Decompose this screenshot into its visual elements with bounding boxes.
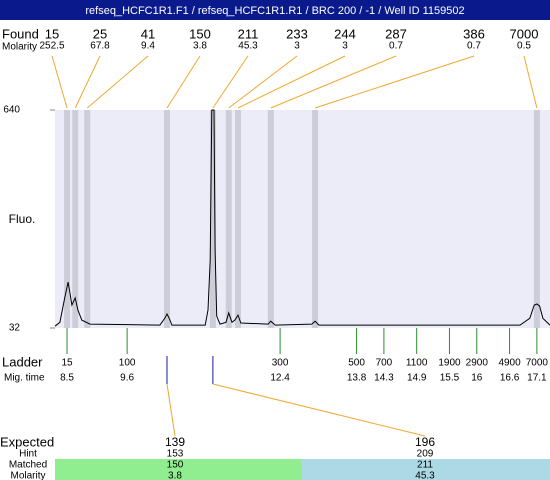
found-molarity: 45.3 [238, 41, 258, 52]
found-connector [228, 55, 298, 109]
ladder-time-label: Mig. time [4, 373, 45, 384]
header-title: refseq_HCFC1R1.F1 / refseq_HCFC1R1.R1 / … [85, 5, 464, 17]
ladder-time: 12.4 [270, 373, 290, 384]
ladder-time: 16 [471, 373, 483, 384]
expected-matched: 211 [417, 460, 433, 471]
hint-label: Hint [19, 449, 37, 460]
found-size: 386 [463, 26, 485, 41]
header-bar [0, 0, 550, 20]
ladder-size: 4900 [498, 358, 521, 369]
y-axis-label: Fluo. [9, 212, 36, 226]
matched-bar [55, 459, 302, 480]
found-size: 150 [189, 26, 211, 41]
found-band [64, 110, 71, 328]
y-tick-label: 32 [9, 323, 21, 334]
found-molarity: 252.5 [39, 41, 64, 52]
found-size: 41 [141, 26, 155, 41]
found-band [267, 110, 274, 328]
found-band [312, 110, 319, 328]
ladder-size: 1900 [438, 358, 461, 369]
found-connector [523, 55, 538, 109]
ladder-size: 100 [119, 358, 136, 369]
found-molarity: 3 [342, 41, 348, 52]
found-molarity: 0.7 [467, 41, 481, 52]
found-connector [314, 55, 475, 109]
expected-hint: 153 [167, 449, 184, 460]
found-molarity: 3.8 [193, 41, 207, 52]
found-connector [237, 55, 346, 109]
ladder-size: 7000 [526, 358, 549, 369]
ladder-size: 500 [348, 358, 365, 369]
ladder-time: 17.1 [527, 373, 547, 384]
found-molarity: 0.5 [517, 41, 531, 52]
expected-size: 196 [415, 435, 435, 449]
found-size: 211 [238, 26, 259, 41]
expected-connector [212, 383, 426, 437]
y-tick-label: 640 [3, 105, 20, 116]
ladder-time: 14.9 [407, 373, 427, 384]
found-band [533, 110, 540, 328]
found-band [164, 110, 171, 328]
expected-connector [166, 383, 176, 437]
found-molarity: 3 [294, 41, 300, 52]
found-molarity: 67.8 [90, 41, 110, 52]
found-band [84, 110, 91, 328]
found-connector [74, 55, 101, 109]
found-size: 244 [334, 26, 356, 41]
found-connector [51, 55, 68, 109]
expected-label: Expected [0, 434, 54, 449]
ladder-time: 13.8 [347, 373, 367, 384]
found-band [235, 110, 242, 328]
found-size: 233 [286, 26, 308, 41]
ladder-size: 2900 [466, 358, 489, 369]
ladder-size: 700 [376, 358, 393, 369]
matched-label: Matched [9, 460, 47, 471]
found-connector [270, 55, 397, 109]
expected-molarity: 3.8 [168, 471, 182, 480]
ladder-time: 15.5 [440, 373, 460, 384]
molarity-label: Molarity [10, 471, 45, 480]
found-molarity-label: Molarity [2, 42, 37, 53]
found-molarity: 9.4 [141, 41, 155, 52]
found-size: 25 [93, 26, 107, 41]
expected-size: 139 [165, 435, 185, 449]
ladder-size: 300 [272, 358, 289, 369]
found-band [72, 110, 79, 328]
ladder-time: 14.3 [374, 373, 394, 384]
found-size: 7000 [510, 26, 539, 41]
found-size: 15 [45, 26, 59, 41]
found-connector [86, 55, 149, 109]
ladder-time: 8.5 [60, 373, 74, 384]
found-size: 287 [385, 26, 407, 41]
ladder-time: 9.6 [120, 373, 134, 384]
plot-area [55, 110, 550, 328]
found-molarity: 0.7 [389, 41, 403, 52]
ladder-label: Ladder [2, 354, 43, 369]
ladder-time: 16.6 [500, 373, 520, 384]
matched-bar [302, 459, 550, 480]
expected-hint: 209 [417, 449, 434, 460]
found-label: Found [2, 26, 39, 41]
found-connector [166, 55, 201, 109]
ladder-size: 1100 [406, 358, 428, 369]
found-band [209, 110, 216, 328]
ladder-size: 15 [61, 358, 73, 369]
found-band [225, 110, 232, 328]
found-connector [212, 55, 249, 109]
expected-molarity: 45.3 [415, 471, 435, 480]
expected-matched: 150 [167, 460, 184, 471]
trace [54, 109, 550, 327]
